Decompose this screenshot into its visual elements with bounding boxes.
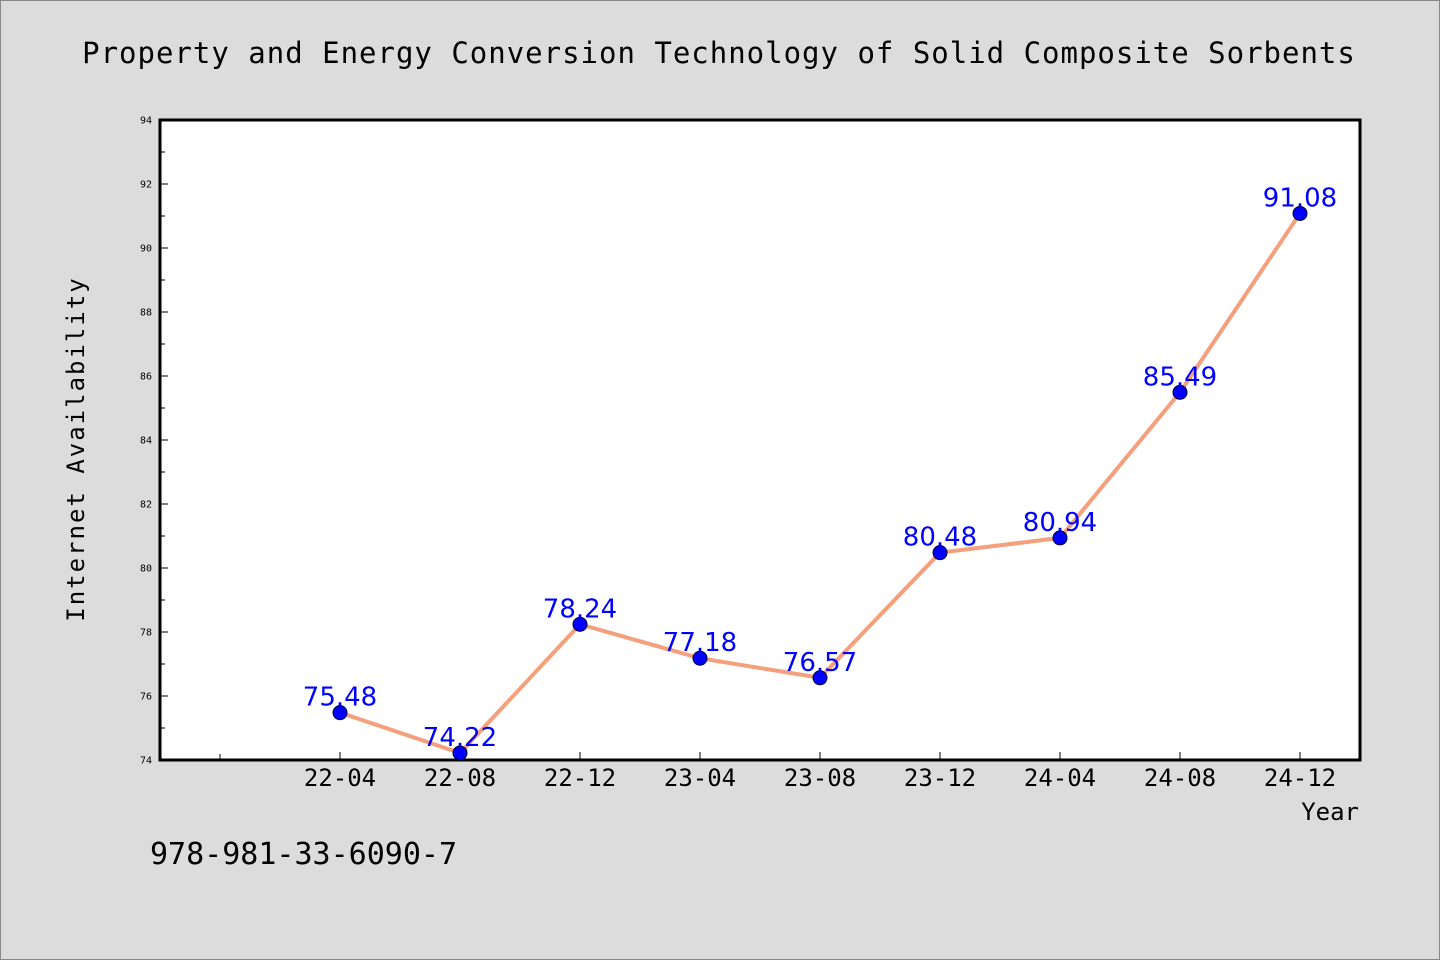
data-point	[932, 545, 948, 561]
data-point	[1292, 205, 1308, 221]
y-tick-label: 92	[140, 180, 152, 191]
x-tick-label: 23-08	[784, 764, 856, 792]
data-label: 78.24	[543, 594, 617, 624]
data-point	[1172, 384, 1188, 400]
y-tick-label: 78	[140, 628, 152, 639]
y-tick-label: 76	[140, 692, 152, 703]
y-tick-label: 90	[140, 244, 152, 255]
y-tick-label: 86	[140, 372, 152, 383]
y-axis: 74 76 78 80 82 84 86 88 90 92 94	[140, 116, 168, 767]
series-layer: 75.48 74.22 78.24 77.18 76.57 80.48 80.94 85.49…	[303, 183, 1337, 761]
y-tick-label: 94	[140, 116, 152, 127]
chart-title: Property and Energy Conversion Technolog…	[82, 36, 1356, 70]
footnote-isbn: 978-981-33-6090-7	[150, 837, 457, 872]
data-point	[1052, 530, 1068, 546]
x-tick-label: 24-12	[1264, 764, 1336, 792]
data-point	[332, 705, 348, 721]
data-point	[572, 616, 588, 632]
data-label: 74.22	[423, 723, 497, 753]
x-tick-label: 22-12	[544, 764, 616, 792]
y-axis-label: Internet Availability	[62, 276, 90, 621]
data-label: 77.18	[663, 628, 737, 658]
y-tick-label: 82	[140, 500, 152, 511]
data-label: 91.08	[1263, 183, 1337, 213]
data-label: 76.57	[783, 648, 857, 678]
x-tick-label: 23-04	[664, 764, 736, 792]
data-point	[812, 670, 828, 686]
data-point	[692, 650, 708, 666]
y-tick-label: 74	[140, 756, 152, 767]
x-tick-label: 24-08	[1144, 764, 1216, 792]
data-point	[452, 745, 468, 761]
x-tick-label: 23-12	[904, 764, 976, 792]
plot-area	[158, 118, 1362, 762]
y-tick-label: 88	[140, 308, 152, 319]
x-tick-label: 22-08	[424, 764, 496, 792]
data-label: 80.48	[903, 523, 977, 553]
x-axis-label: Year	[1301, 798, 1359, 826]
data-label: 85.49	[1143, 362, 1217, 392]
data-label: 75.48	[303, 683, 377, 713]
x-tick-label: 22-04	[304, 764, 376, 792]
x-tick-label: 24-04	[1024, 764, 1096, 792]
y-tick-label: 80	[140, 564, 152, 575]
y-tick-label: 84	[140, 436, 152, 447]
data-label: 80.94	[1023, 508, 1097, 538]
x-axis: 22-04 22-08 22-12 23-04 23-08 23-12 24-04 24-08…	[219, 752, 1336, 792]
